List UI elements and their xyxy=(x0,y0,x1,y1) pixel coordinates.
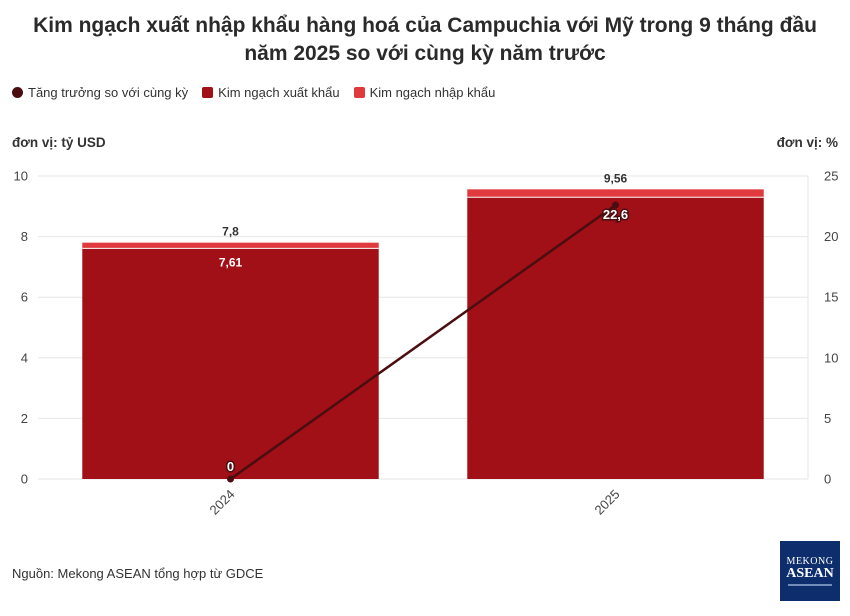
logo-underline xyxy=(788,584,832,586)
source-note: Nguồn: Mekong ASEAN tổng hợp từ GDCE xyxy=(12,566,264,581)
legend: Tăng trưởng so với cùng kỳ Kim ngạch xuấ… xyxy=(12,85,495,100)
logo-line-2: ASEAN xyxy=(786,566,834,581)
x-tick-label: 2024 xyxy=(207,487,238,518)
y-left-tick-label: 0 xyxy=(21,472,28,487)
legend-label-growth: Tăng trưởng so với cùng kỳ xyxy=(28,85,189,100)
y-left-tick-label: 4 xyxy=(21,350,28,365)
y-right-tick-label: 0 xyxy=(824,472,831,487)
chart-title-line-2: năm 2025 so với cùng kỳ năm trước xyxy=(244,42,606,65)
legend-swatch-growth xyxy=(12,87,23,98)
y-left-tick-label: 8 xyxy=(21,229,28,244)
legend-swatch-import xyxy=(353,87,365,98)
y-right-tick-label: 10 xyxy=(824,350,838,365)
chart-title: Kim ngạch xuất nhập khẩu hàng hoá của Ca… xyxy=(0,12,850,68)
growth-value-label: 0 xyxy=(227,459,234,474)
y-left-tick-label: 2 xyxy=(21,411,28,426)
legend-swatch-export xyxy=(202,87,214,98)
bar-export xyxy=(82,248,379,479)
y-left-tick-label: 10 xyxy=(14,169,28,184)
mekong-asean-logo: MEKONG ASEAN xyxy=(780,541,840,601)
legend-item-import[interactable]: Kim ngạch nhập khẩu xyxy=(353,85,496,100)
y-right-tick-label: 5 xyxy=(824,411,831,426)
bar-import xyxy=(467,189,764,198)
legend-label-export: Kim ngạch xuất khẩu xyxy=(218,85,340,100)
chart-title-line-1: Kim ngạch xuất nhập khẩu hàng hoá của Ca… xyxy=(33,14,817,37)
legend-label-import: Kim ngạch nhập khẩu xyxy=(369,85,496,100)
left-axis-unit: đơn vị: tỷ USD xyxy=(12,135,106,150)
total-value-label: 7,8 xyxy=(222,225,239,239)
growth-point xyxy=(612,201,619,209)
bar-import xyxy=(82,242,379,249)
bar-export xyxy=(467,197,764,479)
export-value-label: 7,61 xyxy=(219,255,243,269)
total-value-label: 9,56 xyxy=(604,171,628,185)
y-right-tick-label: 25 xyxy=(824,169,838,184)
growth-value-label: 22,6 xyxy=(603,207,628,222)
legend-item-growth[interactable]: Tăng trưởng so với cùng kỳ xyxy=(12,85,188,100)
y-right-tick-label: 20 xyxy=(824,229,838,244)
y-left-tick-label: 6 xyxy=(21,290,28,305)
logo-line-1: MEKONG xyxy=(786,556,834,567)
growth-line xyxy=(229,204,617,481)
growth-point xyxy=(227,475,234,483)
legend-item-export[interactable]: Kim ngạch xuất khẩu xyxy=(202,85,340,100)
right-axis-unit: đơn vị: % xyxy=(776,135,838,150)
x-tick-label: 2025 xyxy=(592,487,623,518)
y-right-tick-label: 15 xyxy=(824,290,838,305)
